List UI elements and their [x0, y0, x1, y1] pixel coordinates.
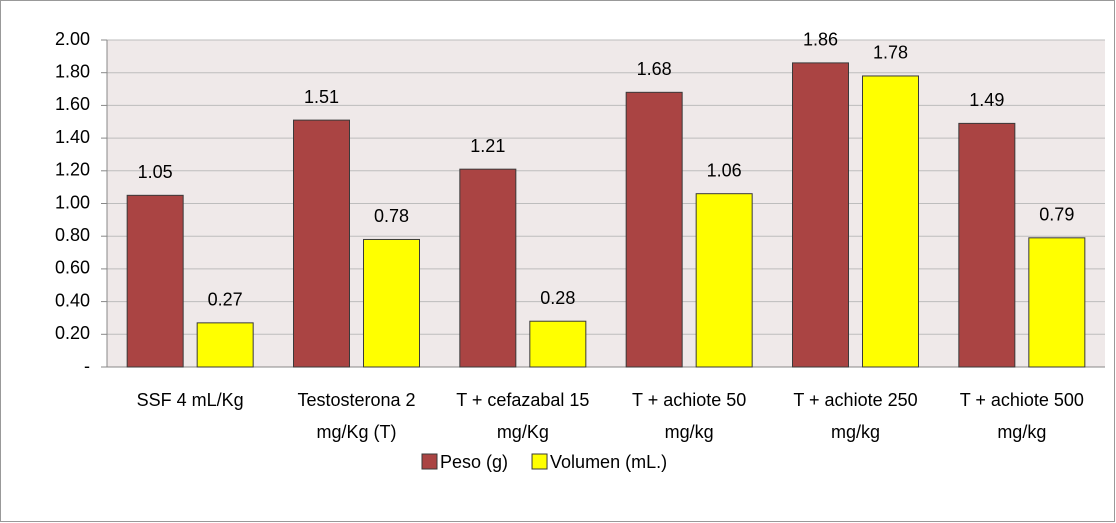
y-tick-label: 0.80: [55, 225, 90, 245]
y-tick-label: 1.20: [55, 160, 90, 180]
x-tick-label: Testosterona 2 mg/Kg (T): [297, 390, 416, 442]
x-tick-label: T + cefazabal 15 mg/Kg: [456, 390, 590, 442]
y-tick-label: 1.40: [55, 127, 90, 147]
y-tick-label: -: [84, 356, 90, 376]
legend-swatch: [531, 453, 548, 470]
bar: [529, 320, 587, 368]
data-label: 0.27: [208, 290, 243, 310]
legend-swatch: [421, 453, 438, 470]
data-label: 1.51: [304, 87, 339, 107]
bar: [792, 62, 849, 368]
data-label: 0.78: [374, 206, 409, 226]
y-tick-label: 1.60: [55, 94, 90, 114]
bar: [196, 322, 254, 368]
y-tick-label: 2.00: [55, 29, 90, 49]
y-tick-label: 0.40: [55, 290, 90, 310]
y-tick-label: 1.00: [55, 192, 90, 212]
data-label: 1.06: [707, 160, 742, 180]
data-label: 0.79: [1039, 205, 1074, 225]
legend-label: Peso (g): [440, 452, 508, 472]
x-tick-label: T + achiote 250 mg/kg: [793, 390, 918, 442]
data-label: 1.05: [138, 162, 173, 182]
data-label: 1.86: [803, 30, 838, 50]
data-label: 1.49: [969, 90, 1004, 110]
y-tick-label: 0.60: [55, 258, 90, 278]
bar: [459, 168, 517, 368]
bar: [126, 194, 184, 368]
data-label: 1.68: [637, 59, 672, 79]
y-tick-label: 0.20: [55, 323, 90, 343]
data-label: 0.28: [540, 288, 575, 308]
bar: [862, 75, 919, 368]
x-tick-label: T + achiote 50 mg/kg: [632, 390, 747, 442]
bar: [958, 122, 1016, 368]
bar: [293, 119, 350, 368]
legend-label: Volumen (mL.): [550, 452, 667, 472]
bar: [363, 238, 420, 368]
data-label: 1.78: [873, 43, 908, 63]
x-tick-label: T + achiote 500 mg/kg: [959, 390, 1084, 442]
bar: [695, 193, 753, 368]
x-tick-label: SSF 4 mL/Kg: [136, 390, 244, 410]
bar: [1028, 237, 1086, 368]
data-label: 1.21: [470, 136, 505, 156]
bar: [625, 91, 683, 368]
y-tick-label: 1.80: [55, 61, 90, 81]
